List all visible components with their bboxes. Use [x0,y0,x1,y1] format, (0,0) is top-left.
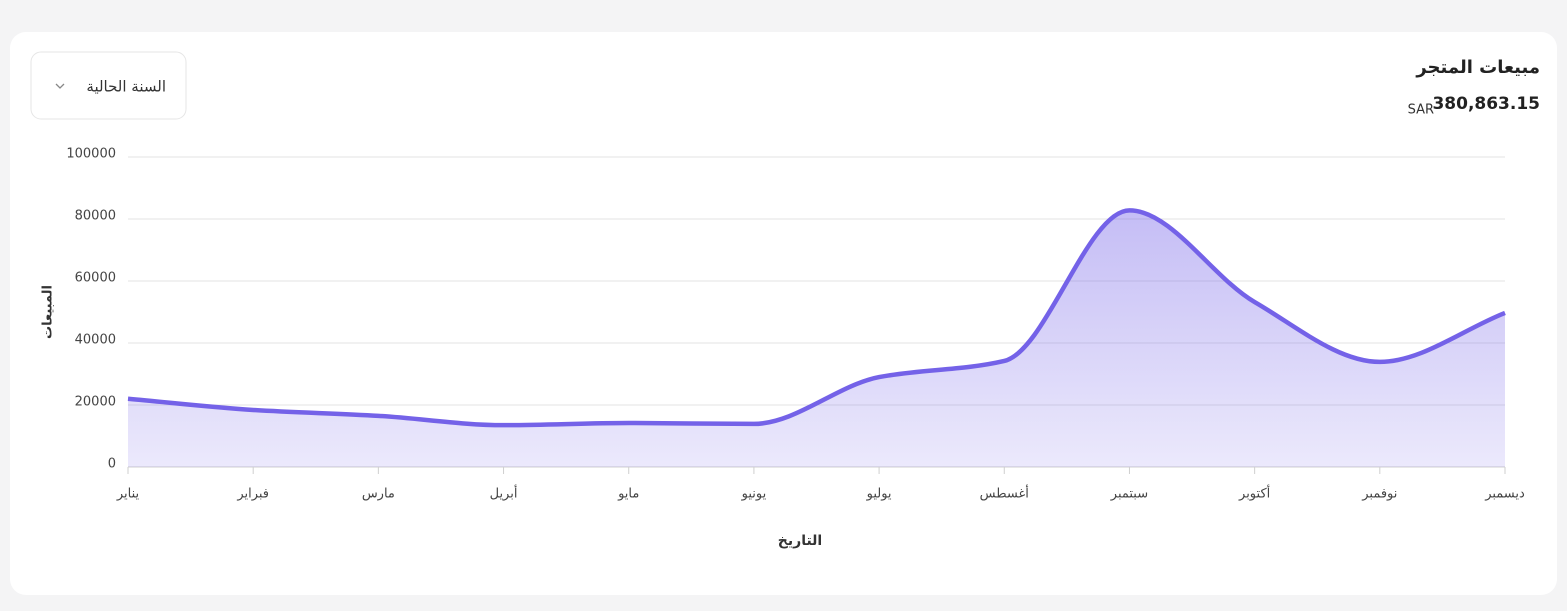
x-tick-label: أبريل [490,485,518,502]
y-tick-label: 40000 [75,333,116,348]
x-tick-label: يوليو [866,487,892,502]
total: 380,863.15 [1432,94,1540,114]
chevron[interactable] [55,83,65,89]
x-tick-label: فبراير [236,487,269,502]
x-tick-label: نوفمبر [1361,487,1397,502]
x-tick-label: مارس [362,487,395,502]
y-tick-label: 80000 [75,209,116,224]
currency: SAR [1408,103,1434,118]
title: مبيعات المتجر [1415,57,1540,78]
y-tick-label: 60000 [75,271,116,286]
period-dropdown[interactable]: السنة الحالية [30,51,187,120]
x-tick-label: سبتمبر [1110,487,1148,502]
line [127,208,1506,428]
dropdown-box[interactable] [30,51,187,120]
x-tick-label: ديسمبر [1484,487,1525,502]
x-tick-label: أكتوبر [1238,485,1270,502]
x-tick-label: مايو [617,487,639,502]
card [10,32,1557,595]
y-tick-label: 100000 [66,147,116,162]
dropdown-label[interactable]: السنة الحالية [86,78,166,96]
y-tick-label: 20000 [75,395,116,410]
x-tick-label: أغسطس [980,485,1029,502]
x-tick-label: يونيو [741,487,767,502]
x-tick-label: يناير [116,487,140,502]
x-axis-label: التاريخ [778,533,822,549]
y-tick-label: 0 [108,457,116,472]
y-axis-label: المبيعات [41,285,56,339]
area [128,210,1505,467]
